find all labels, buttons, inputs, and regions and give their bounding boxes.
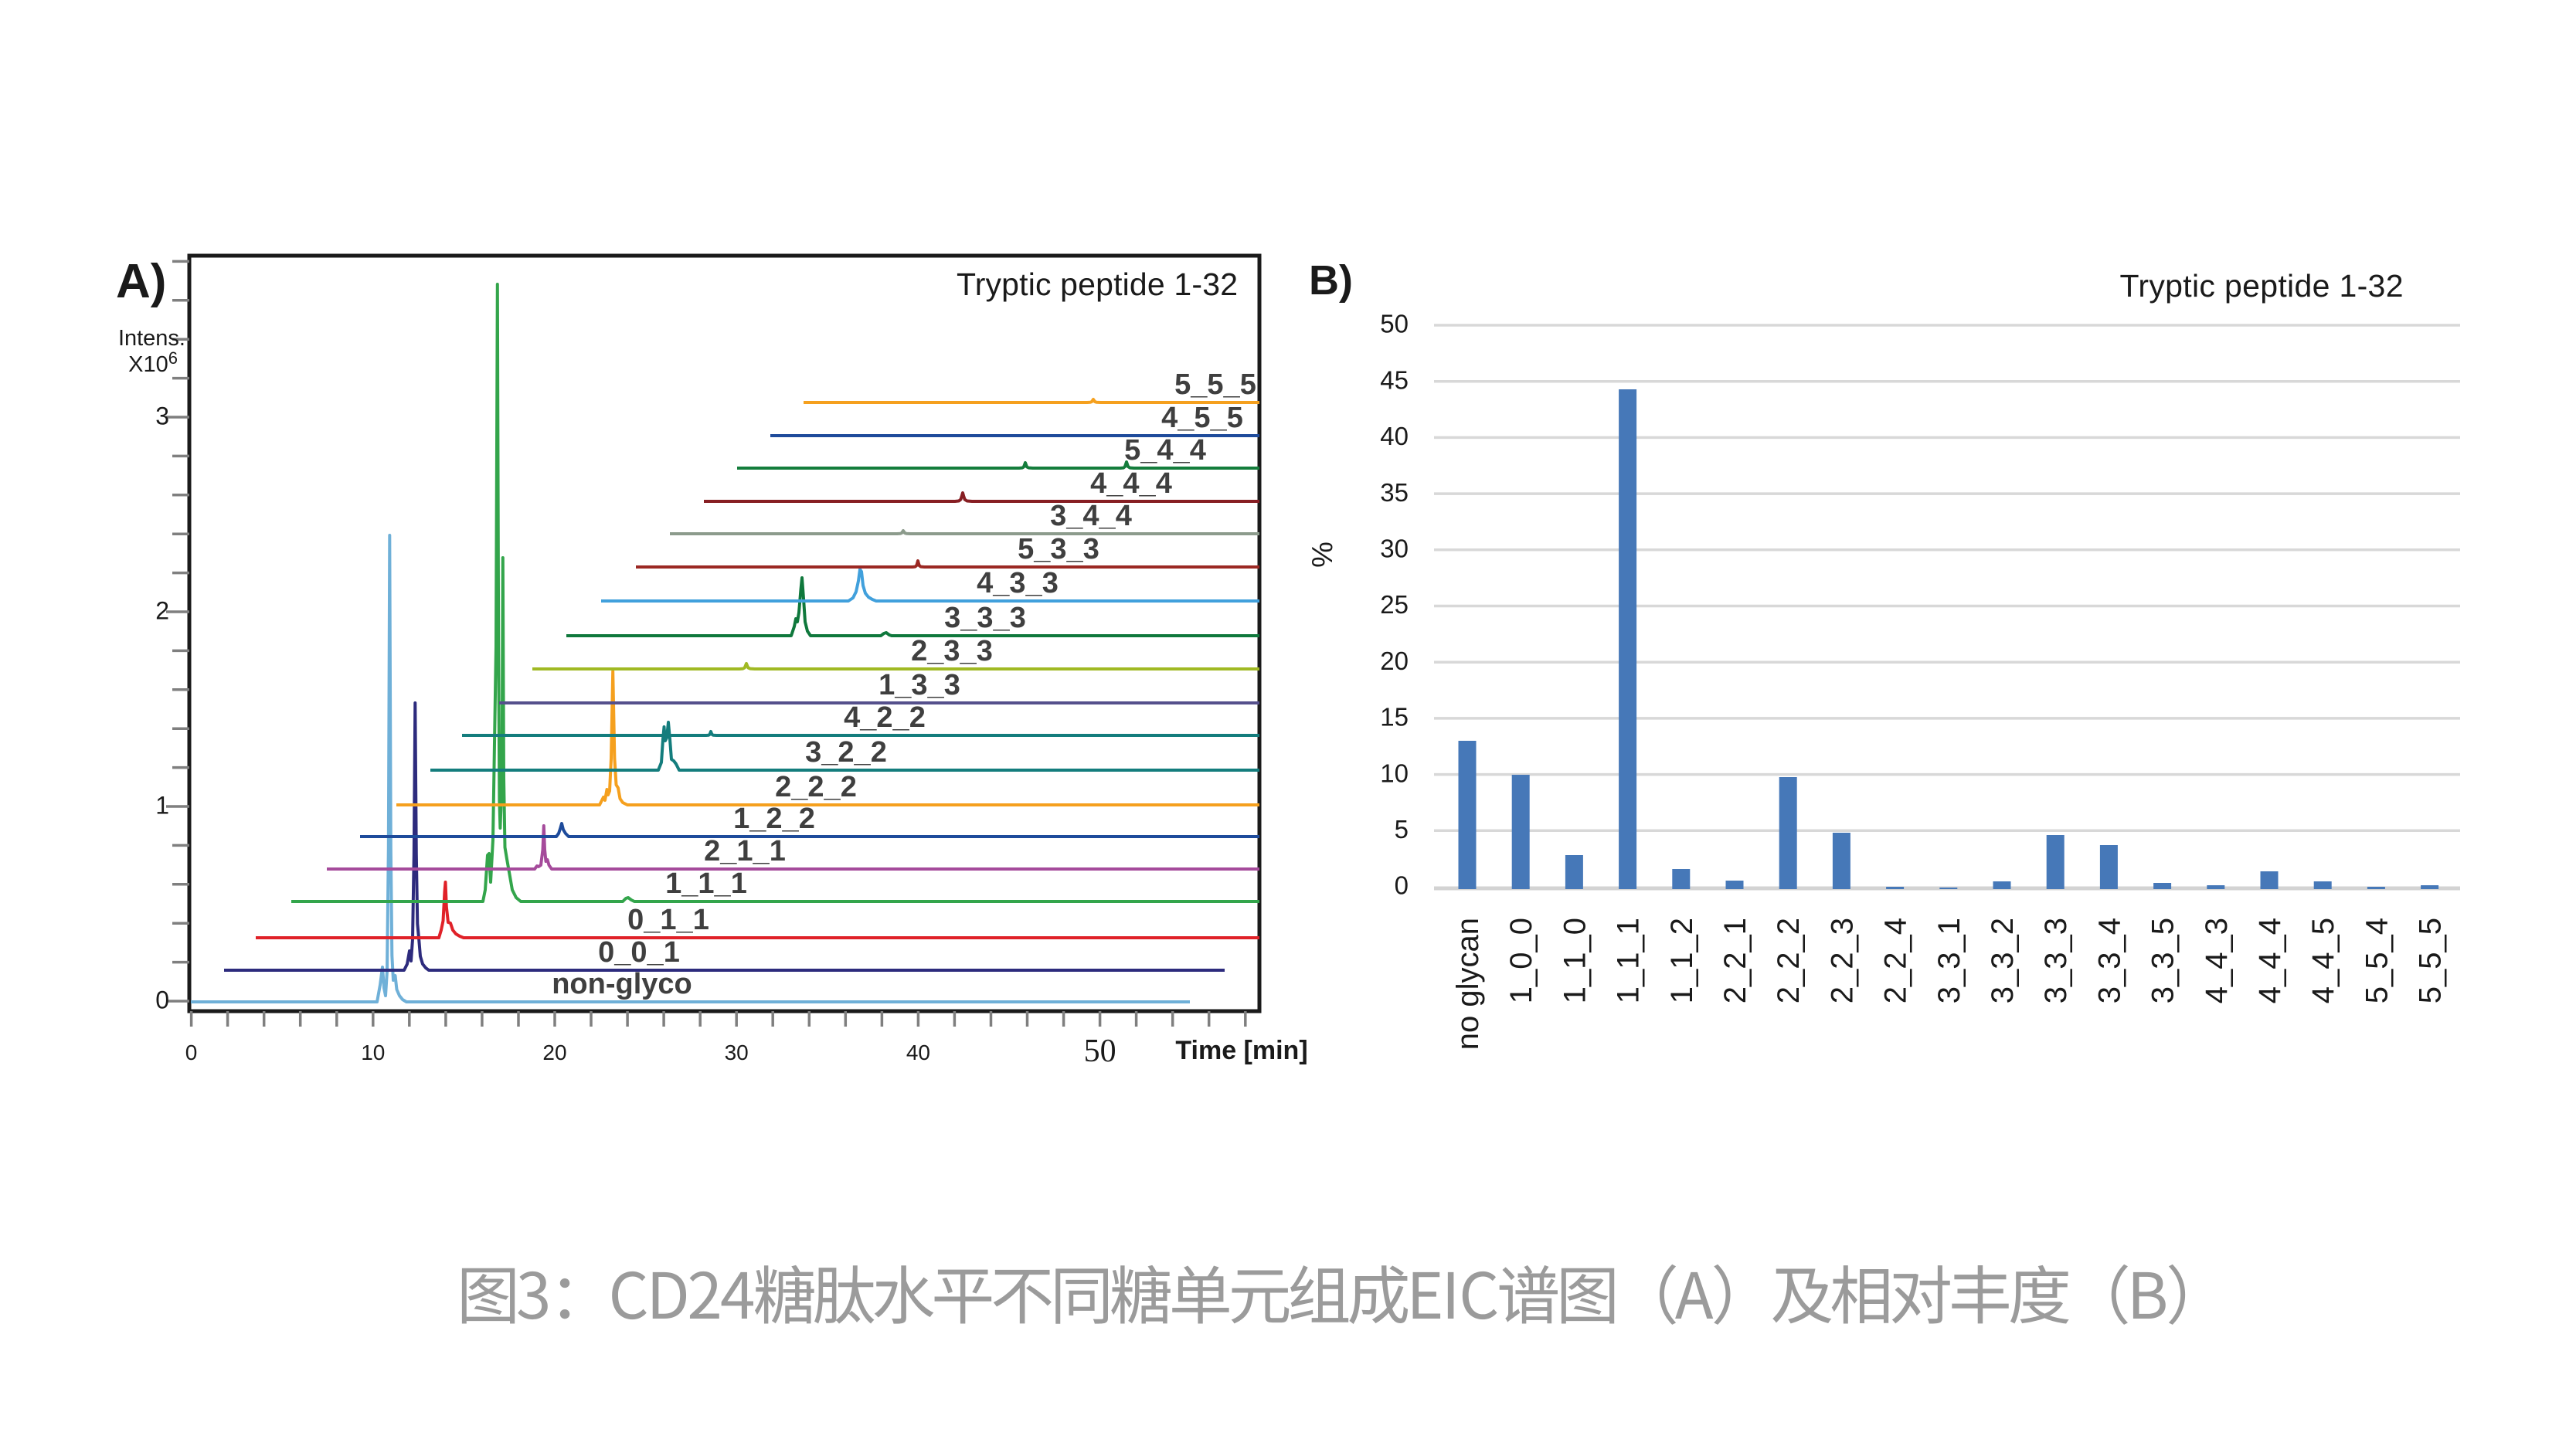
svg-text:45: 45 xyxy=(1380,365,1409,394)
svg-text:Time [min]: Time [min] xyxy=(1175,1036,1307,1065)
svg-text:40: 40 xyxy=(906,1041,930,1064)
svg-text:4_2_2: 4_2_2 xyxy=(844,701,926,734)
svg-text:0: 0 xyxy=(155,986,169,1013)
svg-text:5_3_3: 5_3_3 xyxy=(1018,533,1099,565)
svg-text:30: 30 xyxy=(725,1041,749,1064)
svg-text:50: 50 xyxy=(1380,310,1409,338)
svg-text:4_4_3: 4_4_3 xyxy=(2200,918,2234,1003)
svg-text:4_4_4: 4_4_4 xyxy=(2253,918,2287,1003)
svg-text:B): B) xyxy=(1309,257,1353,304)
svg-text:5_4_4: 5_4_4 xyxy=(1124,434,1206,467)
svg-text:4_5_5: 4_5_5 xyxy=(1161,402,1243,434)
svg-text:3_3_3: 3_3_3 xyxy=(944,602,1026,634)
svg-text:25: 25 xyxy=(1380,590,1409,619)
svg-text:1_0_0: 1_0_0 xyxy=(1504,918,1538,1003)
svg-text:5: 5 xyxy=(1395,815,1409,844)
svg-text:3_3_3: 3_3_3 xyxy=(2039,918,2073,1003)
svg-text:5_5_5: 5_5_5 xyxy=(2414,918,2448,1003)
svg-text:3_3_2: 3_3_2 xyxy=(1986,918,2020,1003)
svg-text:2_3_3: 2_3_3 xyxy=(911,635,993,667)
svg-text:0: 0 xyxy=(1395,871,1409,900)
svg-text:5_5_4: 5_5_4 xyxy=(2360,918,2394,1003)
svg-text:2_1_1: 2_1_1 xyxy=(704,835,786,867)
svg-text:non-glyco: non-glyco xyxy=(552,968,692,1000)
svg-text:20: 20 xyxy=(542,1041,566,1064)
svg-text:4_3_3: 4_3_3 xyxy=(977,567,1059,599)
svg-text:%: % xyxy=(1307,541,1339,568)
svg-text:3_4_4: 3_4_4 xyxy=(1050,500,1132,532)
svg-text:1_1_1: 1_1_1 xyxy=(1612,918,1646,1003)
svg-text:Tryptic peptide 1-32: Tryptic peptide 1-32 xyxy=(2120,268,2404,304)
svg-text:Tryptic peptide 1-32: Tryptic peptide 1-32 xyxy=(957,266,1238,302)
svg-text:15: 15 xyxy=(1380,703,1409,732)
svg-text:3_3_1: 3_3_1 xyxy=(1932,918,1966,1003)
svg-text:Intens.: Intens. xyxy=(118,326,185,351)
svg-text:1_1_2: 1_1_2 xyxy=(1665,918,1699,1003)
svg-text:1_1_0: 1_1_0 xyxy=(1558,918,1592,1003)
svg-text:0_0_1: 0_0_1 xyxy=(598,936,680,969)
svg-text:2_2_2: 2_2_2 xyxy=(775,771,857,803)
svg-text:50: 50 xyxy=(1084,1034,1116,1069)
svg-text:0: 0 xyxy=(185,1041,198,1064)
svg-text:A): A) xyxy=(116,255,166,308)
svg-text:20: 20 xyxy=(1380,647,1409,675)
svg-text:2_2_2: 2_2_2 xyxy=(1772,918,1806,1003)
svg-text:10: 10 xyxy=(361,1041,385,1064)
svg-text:3_2_2: 3_2_2 xyxy=(805,736,887,769)
svg-text:1: 1 xyxy=(155,791,169,819)
svg-text:4_4_5: 4_4_5 xyxy=(2306,918,2340,1003)
svg-text:2_2_3: 2_2_3 xyxy=(1825,918,1859,1003)
svg-text:0_1_1: 0_1_1 xyxy=(627,904,709,936)
svg-text:2_2_4: 2_2_4 xyxy=(1879,918,1913,1003)
svg-text:1_2_2: 1_2_2 xyxy=(733,803,815,835)
svg-text:40: 40 xyxy=(1380,422,1409,450)
svg-text:no glycan: no glycan xyxy=(1451,918,1485,1050)
svg-text:5_5_5: 5_5_5 xyxy=(1174,368,1256,401)
svg-text:3_3_5: 3_3_5 xyxy=(2146,918,2180,1003)
svg-text:3: 3 xyxy=(155,402,169,429)
svg-text:2_2_1: 2_2_1 xyxy=(1718,918,1752,1003)
svg-text:3_3_4: 3_3_4 xyxy=(2092,918,2126,1003)
svg-text:30: 30 xyxy=(1380,535,1409,563)
svg-text:1_3_3: 1_3_3 xyxy=(878,669,960,701)
svg-text:10: 10 xyxy=(1380,759,1409,787)
svg-text:1_1_1: 1_1_1 xyxy=(665,867,747,900)
svg-text:2: 2 xyxy=(155,596,169,624)
svg-text:4_4_4: 4_4_4 xyxy=(1090,467,1172,500)
svg-text:35: 35 xyxy=(1380,478,1409,507)
